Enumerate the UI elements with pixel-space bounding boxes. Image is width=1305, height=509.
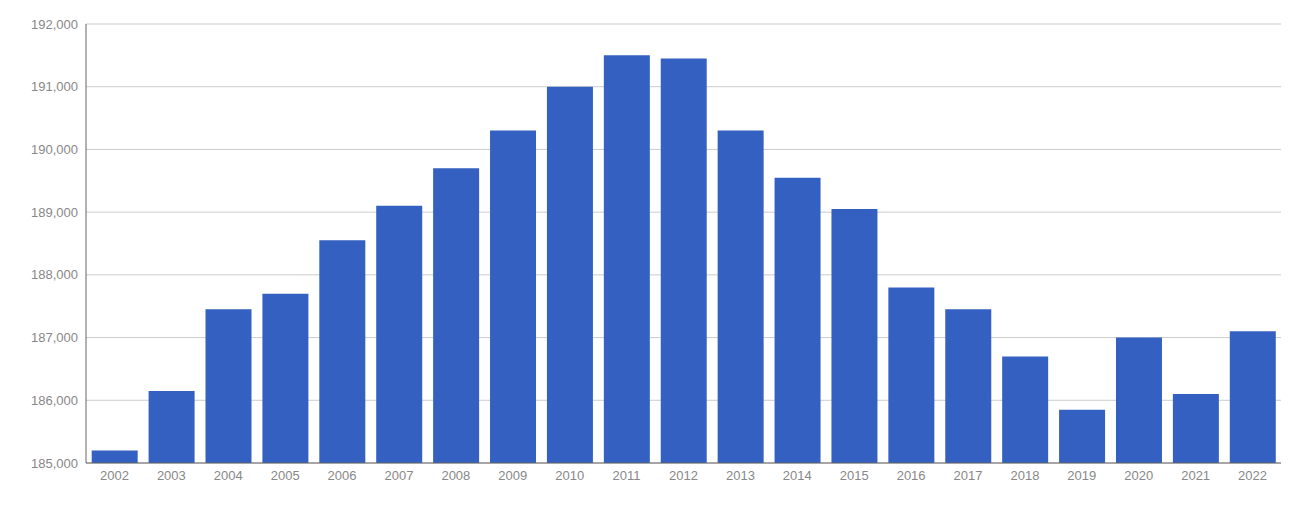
svg-text:188,000: 188,000: [31, 267, 78, 282]
svg-text:2019: 2019: [1067, 468, 1096, 483]
svg-text:2012: 2012: [669, 468, 698, 483]
svg-text:2020: 2020: [1124, 468, 1153, 483]
svg-text:2008: 2008: [441, 468, 470, 483]
svg-text:189,000: 189,000: [31, 205, 78, 220]
svg-text:2007: 2007: [385, 468, 414, 483]
svg-text:2022: 2022: [1238, 468, 1267, 483]
svg-text:2003: 2003: [157, 468, 186, 483]
svg-text:186,000: 186,000: [31, 393, 78, 408]
svg-text:187,000: 187,000: [31, 330, 78, 345]
svg-text:2015: 2015: [840, 468, 869, 483]
svg-text:2013: 2013: [726, 468, 755, 483]
svg-text:2021: 2021: [1181, 468, 1210, 483]
svg-text:192,000: 192,000: [31, 17, 78, 32]
svg-text:2018: 2018: [1010, 468, 1039, 483]
svg-text:2002: 2002: [100, 468, 129, 483]
svg-text:2005: 2005: [271, 468, 300, 483]
svg-text:185,000: 185,000: [31, 456, 78, 471]
svg-text:2016: 2016: [897, 468, 926, 483]
svg-text:2011: 2011: [613, 468, 641, 483]
svg-text:2017: 2017: [954, 468, 983, 483]
svg-text:191,000: 191,000: [31, 79, 78, 94]
svg-text:2009: 2009: [498, 468, 527, 483]
svg-text:2014: 2014: [783, 468, 812, 483]
svg-text:2006: 2006: [328, 468, 357, 483]
svg-text:2004: 2004: [214, 468, 243, 483]
svg-text:190,000: 190,000: [31, 142, 78, 157]
svg-text:2010: 2010: [555, 468, 584, 483]
